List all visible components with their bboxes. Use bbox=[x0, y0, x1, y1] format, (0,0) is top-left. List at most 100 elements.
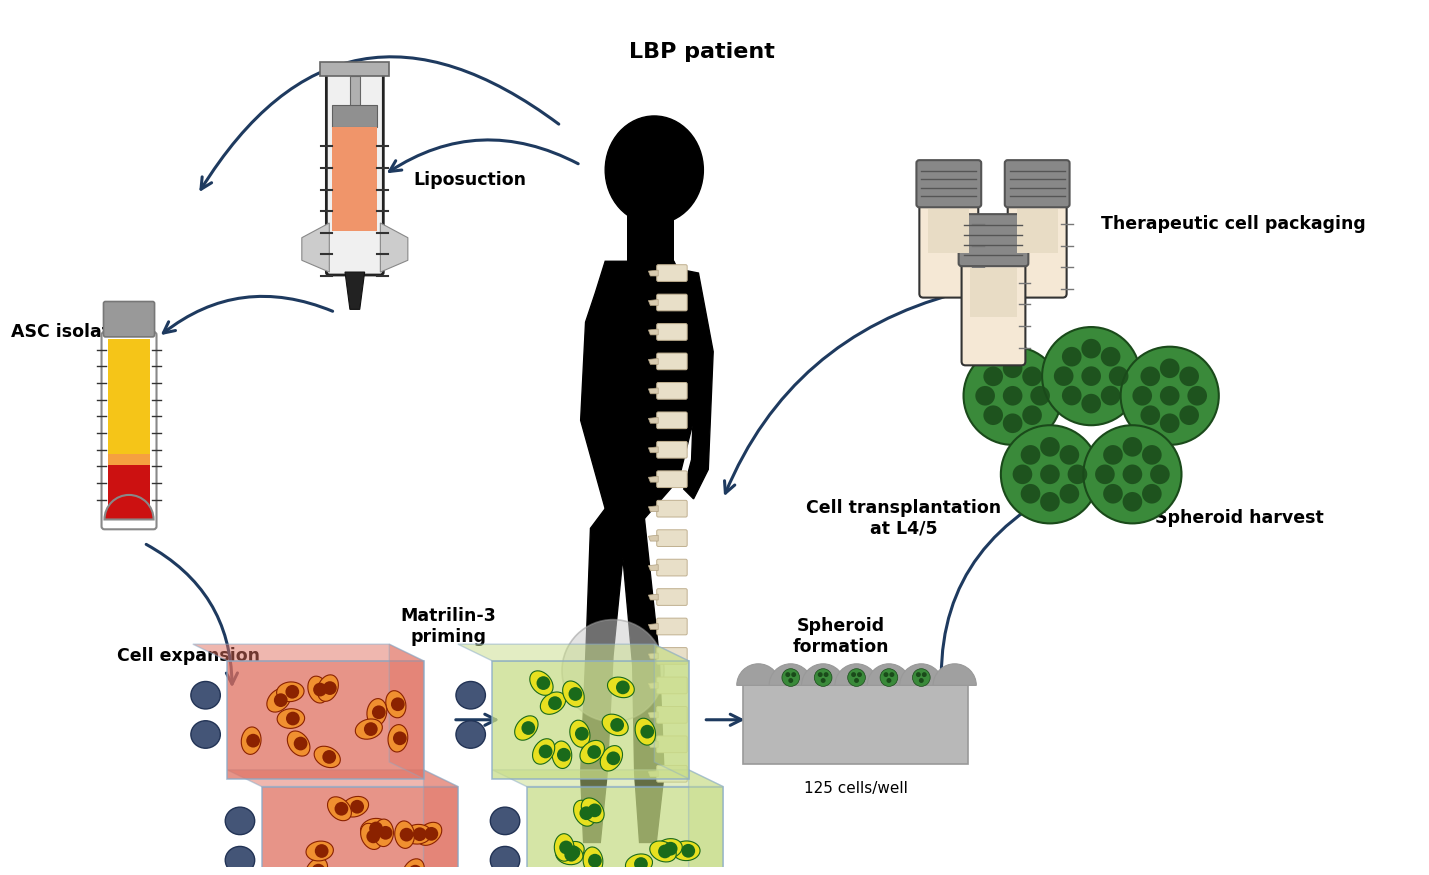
FancyBboxPatch shape bbox=[657, 589, 687, 605]
Circle shape bbox=[886, 678, 892, 683]
Circle shape bbox=[1062, 346, 1082, 367]
Bar bbox=[929, 209, 969, 254]
Bar bbox=[1016, 209, 1057, 254]
Circle shape bbox=[424, 827, 439, 841]
Circle shape bbox=[664, 842, 677, 856]
Ellipse shape bbox=[277, 682, 304, 702]
Circle shape bbox=[1083, 425, 1182, 523]
FancyBboxPatch shape bbox=[657, 294, 687, 311]
Ellipse shape bbox=[456, 682, 486, 709]
FancyBboxPatch shape bbox=[657, 500, 687, 517]
Circle shape bbox=[913, 668, 930, 686]
Ellipse shape bbox=[654, 838, 682, 858]
Ellipse shape bbox=[650, 841, 676, 862]
FancyBboxPatch shape bbox=[657, 706, 687, 724]
Polygon shape bbox=[649, 299, 659, 305]
Ellipse shape bbox=[306, 858, 327, 875]
Ellipse shape bbox=[552, 741, 572, 768]
Ellipse shape bbox=[456, 721, 486, 748]
Ellipse shape bbox=[540, 692, 566, 714]
Circle shape bbox=[580, 807, 593, 820]
Circle shape bbox=[1160, 359, 1179, 378]
Polygon shape bbox=[227, 661, 423, 779]
Text: Cell expansion: Cell expansion bbox=[117, 647, 260, 665]
Ellipse shape bbox=[307, 676, 329, 703]
Circle shape bbox=[1082, 394, 1100, 414]
Ellipse shape bbox=[626, 854, 653, 874]
Circle shape bbox=[1040, 465, 1060, 484]
Ellipse shape bbox=[563, 681, 584, 707]
Text: Spheroid harvest: Spheroid harvest bbox=[1155, 509, 1323, 528]
Circle shape bbox=[562, 620, 664, 722]
Polygon shape bbox=[649, 417, 659, 424]
Circle shape bbox=[366, 830, 380, 844]
Polygon shape bbox=[649, 741, 659, 747]
FancyBboxPatch shape bbox=[657, 766, 687, 782]
Circle shape bbox=[313, 682, 327, 696]
Circle shape bbox=[350, 800, 364, 814]
Circle shape bbox=[1020, 445, 1040, 465]
Circle shape bbox=[1140, 367, 1160, 386]
Polygon shape bbox=[527, 787, 723, 875]
Ellipse shape bbox=[570, 720, 590, 747]
Ellipse shape bbox=[490, 807, 520, 835]
FancyBboxPatch shape bbox=[1007, 200, 1066, 298]
Circle shape bbox=[286, 711, 300, 725]
Ellipse shape bbox=[602, 714, 629, 736]
Circle shape bbox=[312, 864, 326, 875]
Circle shape bbox=[682, 844, 694, 858]
Ellipse shape bbox=[374, 819, 393, 846]
Circle shape bbox=[1059, 445, 1079, 465]
Circle shape bbox=[1062, 386, 1082, 405]
Polygon shape bbox=[649, 712, 659, 718]
FancyBboxPatch shape bbox=[657, 265, 687, 282]
Ellipse shape bbox=[580, 740, 604, 764]
Circle shape bbox=[916, 672, 920, 677]
Ellipse shape bbox=[226, 807, 254, 835]
FancyBboxPatch shape bbox=[657, 382, 687, 399]
Circle shape bbox=[1059, 484, 1079, 504]
Bar bbox=[320, 62, 389, 76]
Text: ASC isolation: ASC isolation bbox=[11, 323, 140, 341]
Ellipse shape bbox=[360, 823, 382, 850]
Circle shape bbox=[1123, 465, 1142, 484]
FancyBboxPatch shape bbox=[657, 441, 687, 458]
Polygon shape bbox=[580, 262, 699, 519]
Ellipse shape bbox=[533, 738, 554, 764]
Circle shape bbox=[792, 672, 796, 677]
FancyBboxPatch shape bbox=[657, 648, 687, 664]
Circle shape bbox=[536, 676, 550, 690]
Circle shape bbox=[1103, 484, 1123, 504]
Ellipse shape bbox=[607, 677, 634, 697]
FancyBboxPatch shape bbox=[101, 332, 157, 529]
Ellipse shape bbox=[417, 822, 442, 845]
Wedge shape bbox=[769, 664, 812, 685]
Circle shape bbox=[786, 672, 790, 677]
FancyBboxPatch shape bbox=[657, 736, 687, 752]
Circle shape bbox=[847, 668, 866, 686]
Circle shape bbox=[1160, 414, 1179, 433]
FancyBboxPatch shape bbox=[657, 529, 687, 547]
Polygon shape bbox=[649, 771, 659, 777]
Circle shape bbox=[274, 693, 287, 707]
Polygon shape bbox=[193, 644, 423, 661]
Circle shape bbox=[1103, 445, 1123, 465]
Wedge shape bbox=[835, 664, 879, 685]
Text: 125 cells/well: 125 cells/well bbox=[803, 781, 907, 796]
Circle shape bbox=[1123, 437, 1142, 457]
Ellipse shape bbox=[583, 847, 603, 874]
Circle shape bbox=[323, 682, 337, 695]
Circle shape bbox=[1003, 386, 1022, 406]
Bar bbox=[333, 127, 377, 231]
Circle shape bbox=[574, 727, 589, 740]
Circle shape bbox=[1140, 405, 1160, 425]
Ellipse shape bbox=[242, 727, 262, 754]
Polygon shape bbox=[492, 661, 689, 779]
Circle shape bbox=[855, 678, 859, 683]
Polygon shape bbox=[654, 644, 689, 779]
Ellipse shape bbox=[342, 796, 369, 817]
Ellipse shape bbox=[404, 824, 432, 844]
Circle shape bbox=[659, 844, 672, 858]
Ellipse shape bbox=[530, 671, 553, 696]
Ellipse shape bbox=[360, 818, 387, 838]
